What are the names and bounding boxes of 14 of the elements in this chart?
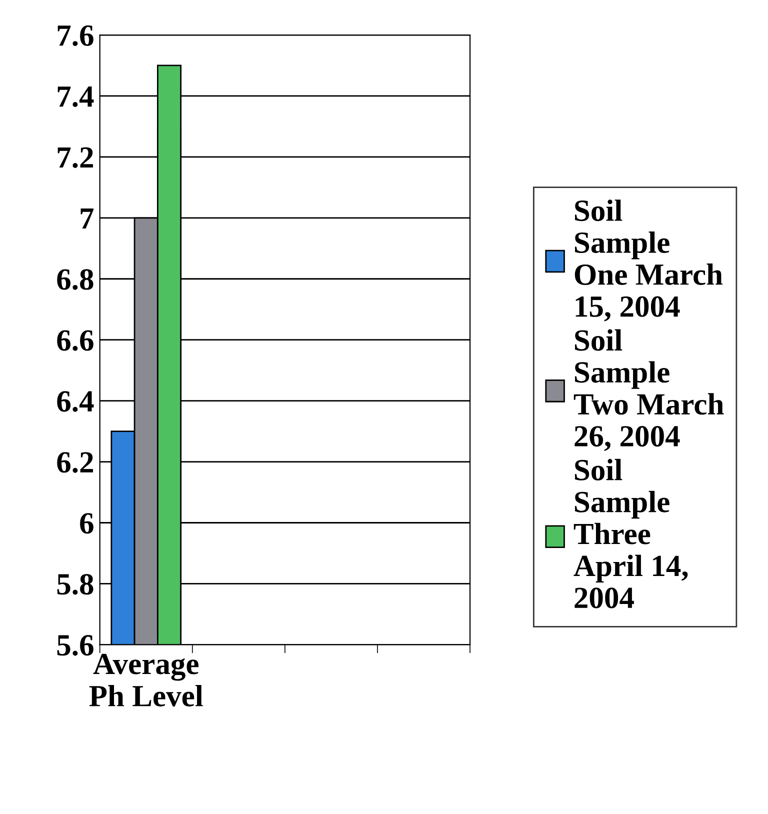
y-tick-label: 7.6 (58, 25, 94, 46)
legend-label: Soil Sample Two March 26, 2004 (574, 329, 724, 452)
legend-label: Soil Sample Three April 14, 2004 (574, 458, 688, 608)
y-tick-label: 5.8 (57, 574, 94, 595)
y-tick-label: 6.6 (57, 330, 94, 351)
y-tick-label: 6.4 (57, 391, 94, 412)
legend-label: Soil Sample One March 15, 2004 (574, 200, 723, 322)
y-tick-label: 5.6 (57, 635, 94, 656)
y-tick-label: 7.4 (58, 86, 94, 108)
y-tick-label: 6.2 (57, 452, 93, 473)
y-tick-label: 6 (80, 513, 94, 534)
y-tick-label: 7 (80, 208, 94, 229)
y-tick-label: 6.8 (57, 269, 94, 290)
y-tick-label: 7.2 (58, 147, 93, 168)
